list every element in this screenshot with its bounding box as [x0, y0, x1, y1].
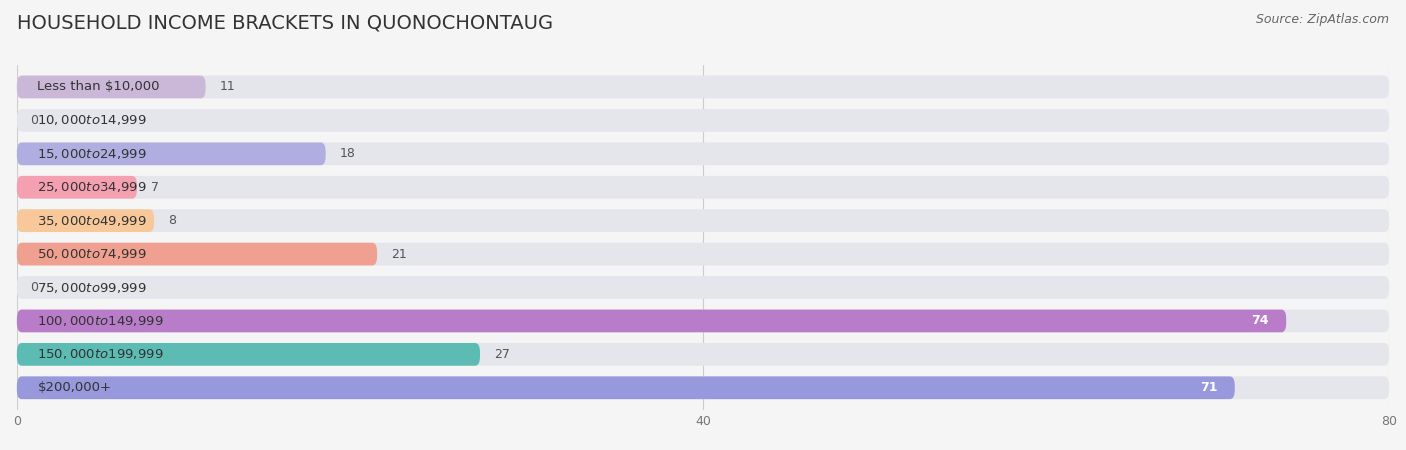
FancyBboxPatch shape	[17, 176, 136, 198]
FancyBboxPatch shape	[17, 76, 1389, 99]
Text: 0: 0	[31, 114, 38, 127]
Text: 18: 18	[339, 147, 356, 160]
FancyBboxPatch shape	[17, 109, 1389, 132]
FancyBboxPatch shape	[17, 310, 1389, 332]
Text: 0: 0	[31, 281, 38, 294]
FancyBboxPatch shape	[17, 343, 1389, 366]
FancyBboxPatch shape	[17, 376, 1234, 399]
Text: $25,000 to $34,999: $25,000 to $34,999	[38, 180, 148, 194]
FancyBboxPatch shape	[17, 343, 479, 366]
FancyBboxPatch shape	[17, 143, 326, 165]
FancyBboxPatch shape	[17, 276, 1389, 299]
FancyBboxPatch shape	[17, 76, 205, 99]
FancyBboxPatch shape	[17, 176, 1389, 198]
Text: $10,000 to $14,999: $10,000 to $14,999	[38, 113, 148, 127]
FancyBboxPatch shape	[17, 243, 1389, 266]
Text: $50,000 to $74,999: $50,000 to $74,999	[38, 247, 148, 261]
Text: $100,000 to $149,999: $100,000 to $149,999	[38, 314, 165, 328]
Text: HOUSEHOLD INCOME BRACKETS IN QUONOCHONTAUG: HOUSEHOLD INCOME BRACKETS IN QUONOCHONTA…	[17, 14, 553, 32]
Text: $200,000+: $200,000+	[38, 381, 111, 394]
Text: $15,000 to $24,999: $15,000 to $24,999	[38, 147, 148, 161]
Text: 11: 11	[219, 81, 235, 94]
Text: Less than $10,000: Less than $10,000	[38, 81, 160, 94]
Text: 8: 8	[167, 214, 176, 227]
FancyBboxPatch shape	[17, 310, 1286, 332]
Text: $150,000 to $199,999: $150,000 to $199,999	[38, 347, 165, 361]
FancyBboxPatch shape	[17, 209, 1389, 232]
FancyBboxPatch shape	[17, 143, 1389, 165]
Text: 21: 21	[391, 248, 406, 261]
FancyBboxPatch shape	[17, 209, 155, 232]
Text: $75,000 to $99,999: $75,000 to $99,999	[38, 280, 148, 294]
Text: $35,000 to $49,999: $35,000 to $49,999	[38, 214, 148, 228]
Text: 27: 27	[494, 348, 509, 361]
Text: 74: 74	[1251, 315, 1270, 328]
Text: Source: ZipAtlas.com: Source: ZipAtlas.com	[1256, 14, 1389, 27]
FancyBboxPatch shape	[17, 243, 377, 266]
Text: 71: 71	[1201, 381, 1218, 394]
Text: 7: 7	[150, 181, 159, 194]
FancyBboxPatch shape	[17, 376, 1389, 399]
